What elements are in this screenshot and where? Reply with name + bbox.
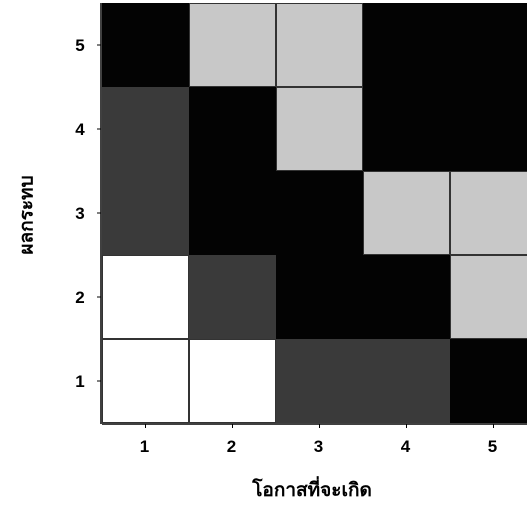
heatmap-cell-x4-y4 bbox=[363, 87, 450, 171]
x-tick-label-1: 1 bbox=[140, 437, 149, 456]
heatmap-cell-x5-y4 bbox=[450, 87, 527, 171]
heatmap-cell-x2-y3 bbox=[189, 171, 276, 255]
heatmap-cell-x2-y4 bbox=[189, 87, 276, 171]
heatmap-cell-x2-y5 bbox=[189, 3, 276, 87]
cell-border-x3-y4 bbox=[276, 87, 363, 171]
cell-border-x1-y1 bbox=[102, 339, 189, 423]
cell-border-x1-y2 bbox=[102, 255, 189, 339]
heatmap-cell-x2-y2 bbox=[189, 255, 276, 339]
y-axis-title: ผลกระทบ bbox=[16, 175, 38, 254]
heatmap-cell-x3-y2 bbox=[276, 255, 363, 339]
heatmap-cell-x5-y1 bbox=[450, 339, 527, 423]
heatmap-cell-x3-y3 bbox=[276, 171, 363, 255]
heatmap-cell-x2-y1 bbox=[189, 339, 276, 423]
heatmap-cell-x4-y5 bbox=[363, 3, 450, 87]
heatmap-cell-x5-y2 bbox=[450, 255, 527, 339]
heatmap-cell-x5-y5 bbox=[450, 3, 527, 87]
cell-border-x2-y5 bbox=[189, 3, 276, 87]
y-tick-label-1: 1 bbox=[75, 372, 84, 391]
heatmap-cell-x5-y3 bbox=[450, 171, 527, 255]
heatmap-cell-x1-y5 bbox=[102, 3, 189, 87]
x-tick-label-3: 3 bbox=[314, 437, 323, 456]
heatmap-cell-x3-y4 bbox=[276, 87, 363, 171]
heatmap-cell-x3-y5 bbox=[276, 3, 363, 87]
heatmap-cell-x1-y2 bbox=[102, 255, 189, 339]
y-tick-label-4: 4 bbox=[75, 120, 85, 139]
y-tick-label-3: 3 bbox=[75, 204, 84, 223]
y-tick-label-2: 2 bbox=[75, 288, 84, 307]
y-tick-label-5: 5 bbox=[75, 36, 84, 55]
axis-ticks: 1 2 3 4 5 1 2 3 4 5 bbox=[75, 36, 497, 456]
cell-border-x3-y5 bbox=[276, 3, 363, 87]
x-axis-title: โอกาสที่จะเกิด bbox=[251, 476, 372, 501]
cell-border-x5-y2 bbox=[450, 255, 527, 339]
heatmap-cells bbox=[102, 3, 527, 423]
heatmap-cell-x1-y3 bbox=[102, 171, 189, 255]
cell-border-x5-y3 bbox=[450, 171, 527, 255]
cell-border-x4-y3 bbox=[363, 171, 450, 255]
heatmap-cell-x4-y3 bbox=[363, 171, 450, 255]
x-tick-label-2: 2 bbox=[227, 437, 236, 456]
heatmap-cell-x4-y1 bbox=[363, 339, 450, 423]
x-tick-label-4: 4 bbox=[401, 437, 411, 456]
heatmap-cell-x3-y1 bbox=[276, 339, 363, 423]
heatmap-cell-x4-y2 bbox=[363, 255, 450, 339]
grid-lines bbox=[102, 3, 527, 423]
cell-border-x2-y1 bbox=[189, 339, 276, 423]
x-tick-label-5: 5 bbox=[488, 437, 497, 456]
heatmap-cell-x1-y1 bbox=[102, 339, 189, 423]
heatmap-cell-x1-y4 bbox=[102, 87, 189, 171]
